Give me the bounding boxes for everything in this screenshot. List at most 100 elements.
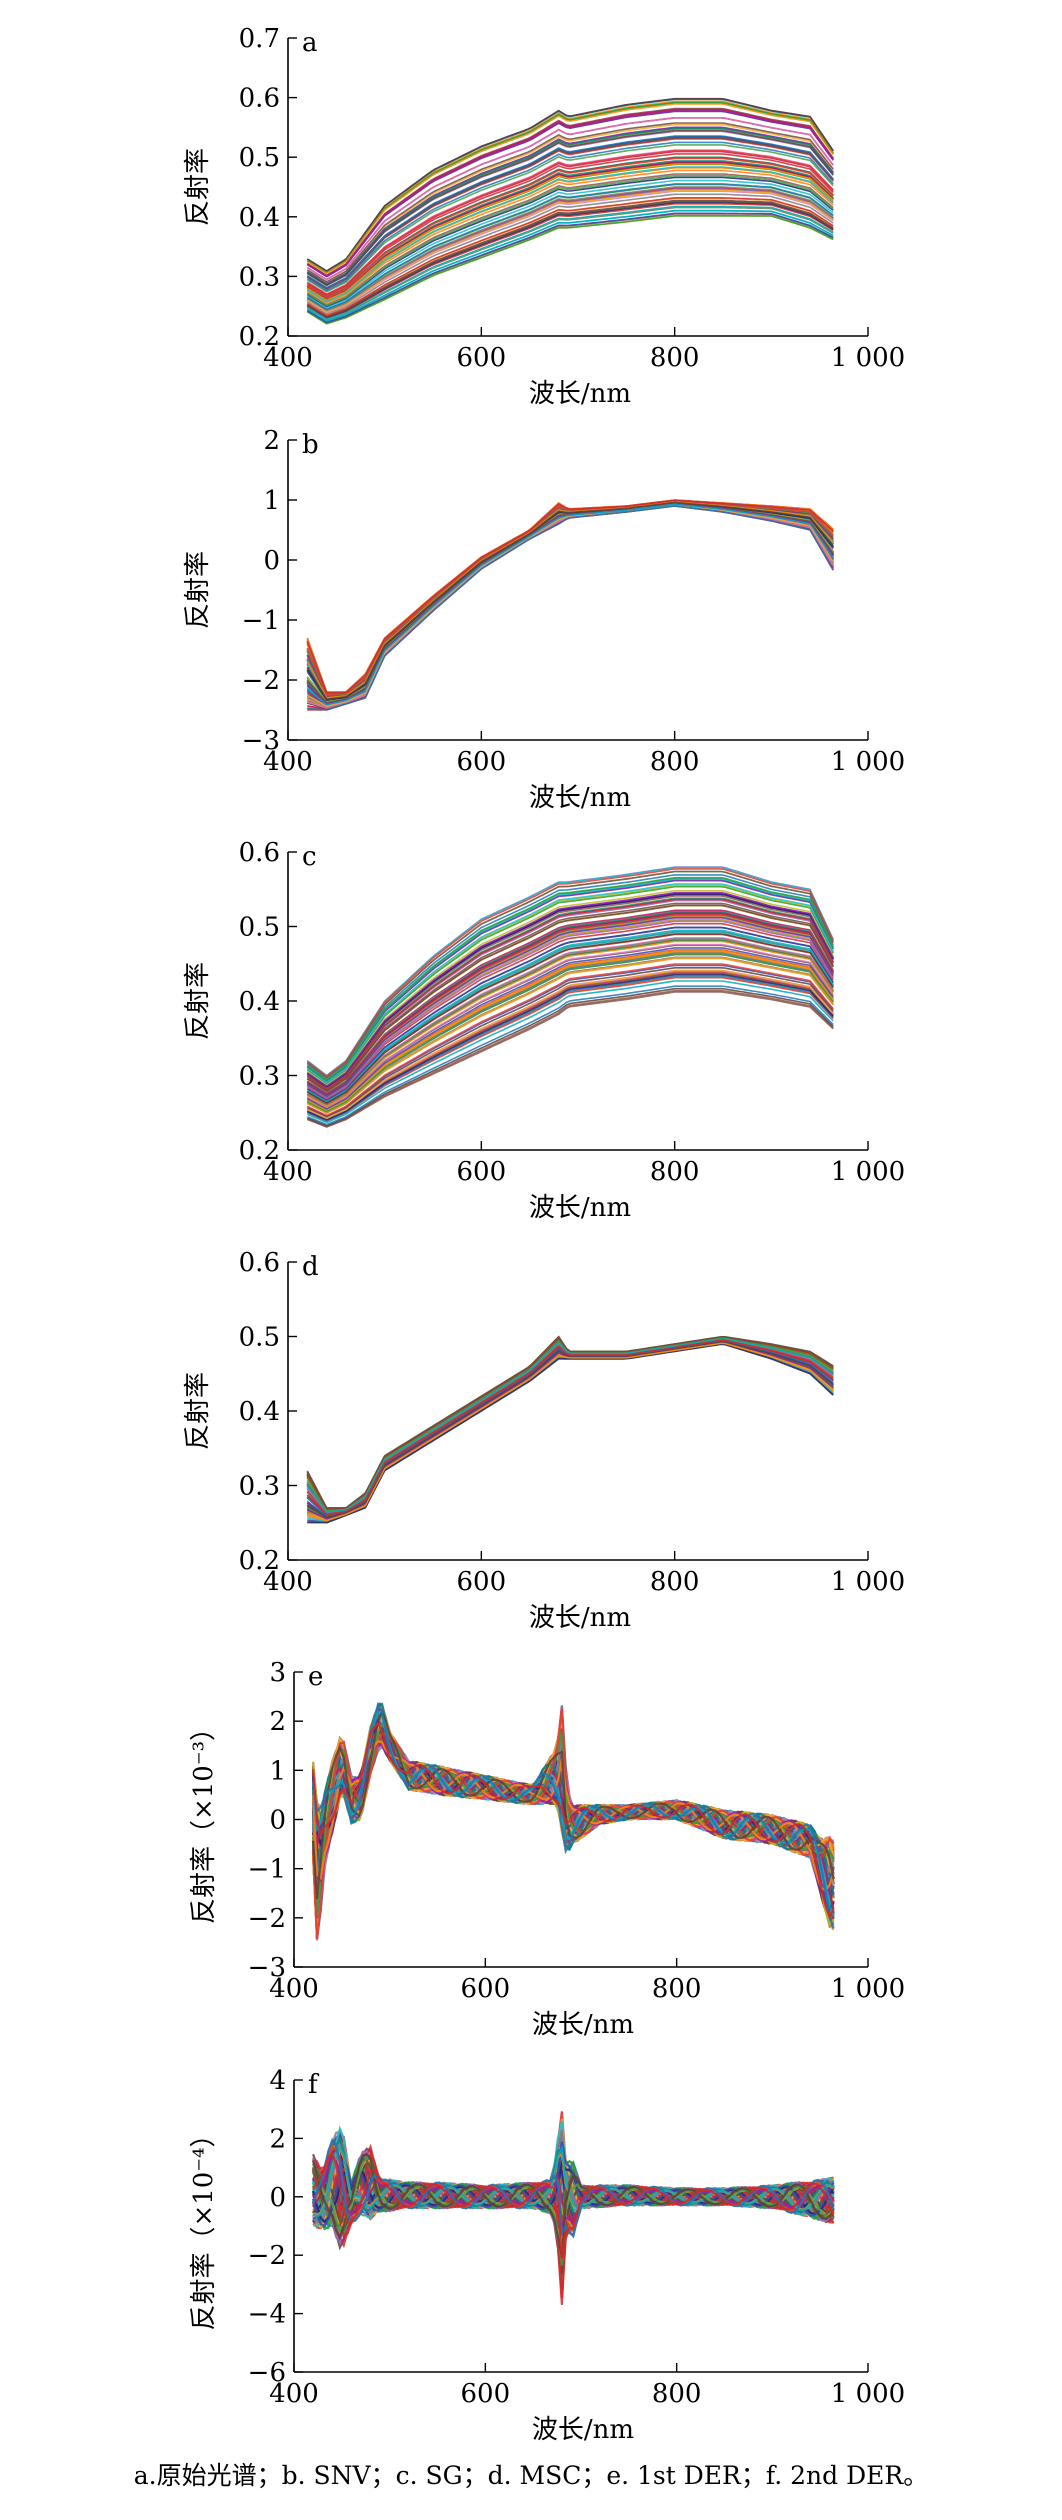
series-line [306,1340,834,1518]
series-group [312,1702,835,1941]
series-line [306,500,834,698]
series-line [307,504,834,709]
series-line [306,502,834,705]
series-line [306,503,834,706]
series-line [306,502,834,704]
series-line [306,199,834,318]
y-tick-label: 0.3 [239,1472,280,1502]
series-line [306,169,834,305]
y-tick-label: 0.3 [239,262,280,292]
series-line [306,1337,834,1513]
series-line [306,501,834,701]
series-line [306,1337,834,1512]
y-tick-label: 1 [263,486,280,516]
series-line [306,1337,834,1512]
series-line [306,1341,834,1521]
series-line [306,499,834,694]
series-line [306,904,834,1093]
series-line [306,127,834,286]
series-line [306,1335,834,1509]
series-line [306,1337,834,1513]
series-line [306,499,834,696]
series-line [306,1340,834,1518]
panel-label: f [308,2070,320,2100]
x-tick-label: 800 [650,1157,700,1187]
series-line [307,505,834,711]
series-line [306,503,834,705]
series-line [306,176,834,308]
series-line [306,160,834,300]
series-line [312,2151,835,2260]
x-tick-label: 1 000 [831,1974,905,2004]
series-line [306,1336,834,1510]
series-line [306,502,834,703]
series-line [306,1337,834,1513]
y-tick-label: 0.7 [239,24,280,54]
series-line [306,501,834,701]
series-line [306,980,834,1124]
series-line [306,501,834,700]
series-line [306,1336,834,1510]
series-line [307,504,834,711]
series-line [306,964,834,1117]
series-line [306,1340,834,1519]
series-line [306,500,834,696]
series-line [306,502,834,704]
x-tick-label: 600 [457,343,507,373]
series-line [306,1338,834,1514]
series-line [306,503,834,707]
series-line [306,947,834,1110]
series-line [306,501,834,701]
y-tick-label: −3 [248,1953,286,1983]
series-line [306,141,834,292]
x-axis-label: 波长/nm [529,1603,631,1633]
series-line [306,1341,834,1519]
series-line [307,1342,834,1522]
series-line [307,505,834,711]
series-line [307,1342,834,1522]
x-tick-label: 400 [263,1567,313,1597]
series-line [306,1338,834,1515]
y-tick-label: 0.6 [239,838,280,868]
series-line [306,501,834,701]
series-line [306,1337,834,1512]
y-tick-label: 0.6 [239,84,280,114]
series-line [306,501,834,700]
series-line [306,499,834,695]
y-tick-label: 0.4 [239,987,280,1017]
y-tick-label: 0.2 [239,322,280,352]
series-line [306,1340,834,1518]
series-line [306,209,834,323]
series-line [306,183,834,311]
series-line [307,989,834,1128]
x-tick-label: 600 [461,1974,511,2004]
series-line [307,991,834,1128]
series-line [306,929,834,1103]
series-line [306,500,834,698]
series-line [306,926,834,1102]
series-line [306,1340,834,1518]
series-line [306,969,834,1120]
series-line [307,1342,834,1522]
series-line [307,1342,834,1522]
series-line [306,503,834,706]
series-line [306,943,834,1109]
x-tick-label: 400 [269,2379,319,2409]
series-line [306,215,834,325]
series-line [306,1338,834,1513]
series-line [306,1336,834,1510]
series-line [306,1341,834,1520]
series-line [307,1342,834,1521]
series-line [306,157,834,299]
y-tick-label: −2 [248,2241,286,2271]
series-line [306,502,834,705]
series-line [307,504,834,710]
series-line [307,1342,834,1522]
series-line [307,1343,834,1524]
series-line [306,1338,834,1515]
series-line [306,874,834,1080]
series-line [306,205,834,321]
x-tick-label: 400 [269,1974,319,2004]
series-line [306,101,834,274]
series-line [306,501,834,701]
